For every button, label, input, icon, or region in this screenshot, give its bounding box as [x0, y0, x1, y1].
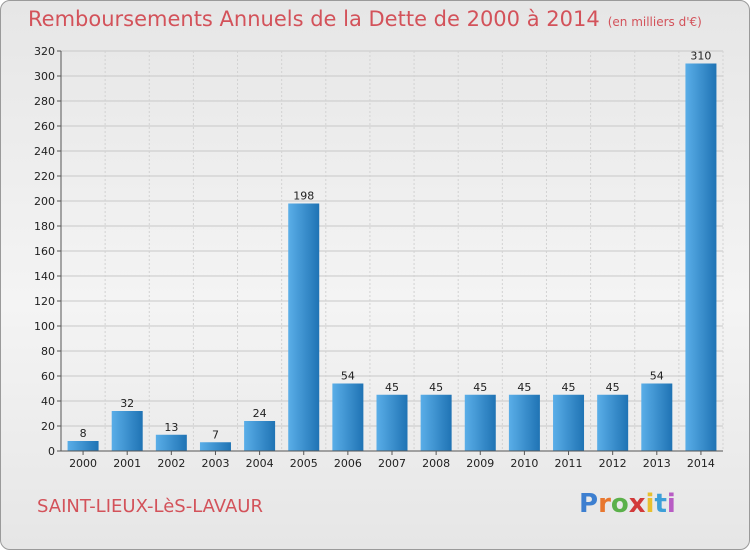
- y-tick-label: 180: [34, 220, 55, 233]
- y-tick-label: 240: [34, 145, 55, 158]
- bar: [420, 394, 452, 451]
- x-tick-label: 2005: [290, 457, 318, 470]
- proxiti-logo: Proxiti: [579, 489, 676, 519]
- chart-unit: (en milliers d'€): [607, 15, 702, 29]
- y-tick-label: 220: [34, 170, 55, 183]
- x-tick-label: 2002: [157, 457, 185, 470]
- bars: 8 32 13 7 24 198 54 45 45 45 45 45 45 54 310: [67, 50, 717, 451]
- y-tick-label: 40: [41, 395, 55, 408]
- bar: [244, 421, 276, 451]
- bar-value-label: 45: [517, 381, 531, 394]
- bar-value-label: 32: [120, 397, 134, 410]
- x-tick-label: 2007: [378, 457, 406, 470]
- bar-value-label: 24: [253, 407, 267, 420]
- bar-value-label: 45: [606, 381, 620, 394]
- y-tick-label: 120: [34, 295, 55, 308]
- y-tick-label: 280: [34, 95, 55, 108]
- bar: [67, 441, 99, 451]
- bar-value-label: 13: [164, 421, 178, 434]
- x-tick-label: 2004: [246, 457, 274, 470]
- bar: [376, 394, 408, 451]
- x-tick-label: 2014: [687, 457, 715, 470]
- y-tick-label: 20: [41, 420, 55, 433]
- x-tick-label: 2000: [69, 457, 97, 470]
- bar-value-label: 45: [562, 381, 576, 394]
- chart-title: Remboursements Annuels de la Dette de 20…: [28, 7, 600, 31]
- bar-value-label: 7: [212, 428, 219, 441]
- y-tick-label: 320: [34, 45, 55, 58]
- bar-value-label: 198: [293, 190, 314, 203]
- chart-title-block: Remboursements Annuels de la Dette de 20…: [28, 7, 702, 31]
- bar: [464, 394, 496, 451]
- x-tick-label: 2013: [643, 457, 671, 470]
- bar-value-label: 45: [385, 381, 399, 394]
- bar-value-label: 45: [429, 381, 443, 394]
- bar: [597, 394, 629, 451]
- bar: [288, 203, 320, 451]
- bar-value-label: 310: [690, 50, 711, 63]
- y-tick-label: 60: [41, 370, 55, 383]
- y-tick-label: 160: [34, 245, 55, 258]
- x-tick-label: 2009: [466, 457, 494, 470]
- y-tick-label: 140: [34, 270, 55, 283]
- x-tick-label: 2011: [555, 457, 583, 470]
- y-tick-label: 260: [34, 120, 55, 133]
- y-tick-label: 100: [34, 320, 55, 333]
- x-tick-label: 2008: [422, 457, 450, 470]
- x-tick-label: 2001: [113, 457, 141, 470]
- bar: [199, 442, 231, 451]
- bar: [641, 383, 673, 451]
- x-tick-label: 2010: [510, 457, 538, 470]
- bar: [332, 383, 364, 451]
- x-tick-label: 2006: [334, 457, 362, 470]
- bar-value-label: 8: [80, 427, 87, 440]
- bar: [111, 411, 143, 451]
- bar-value-label: 54: [650, 370, 664, 383]
- bar: [508, 394, 540, 451]
- x-tick-label: 2012: [599, 457, 627, 470]
- bar: [553, 394, 585, 451]
- commune-name: SAINT-LIEUX-LèS-LAVAUR: [37, 496, 263, 517]
- bar-value-label: 54: [341, 370, 355, 383]
- x-tick-label: 2003: [201, 457, 229, 470]
- bar: [685, 63, 717, 451]
- bar-value-label: 45: [473, 381, 487, 394]
- y-tick-label: 0: [48, 445, 55, 458]
- bar: [155, 434, 187, 451]
- y-tick-label: 200: [34, 195, 55, 208]
- axes: 0 20 40 60 80 100 120 140 160 180 200 220 240 260 280 3…: [34, 45, 723, 470]
- y-tick-label: 80: [41, 345, 55, 358]
- y-tick-label: 300: [34, 70, 55, 83]
